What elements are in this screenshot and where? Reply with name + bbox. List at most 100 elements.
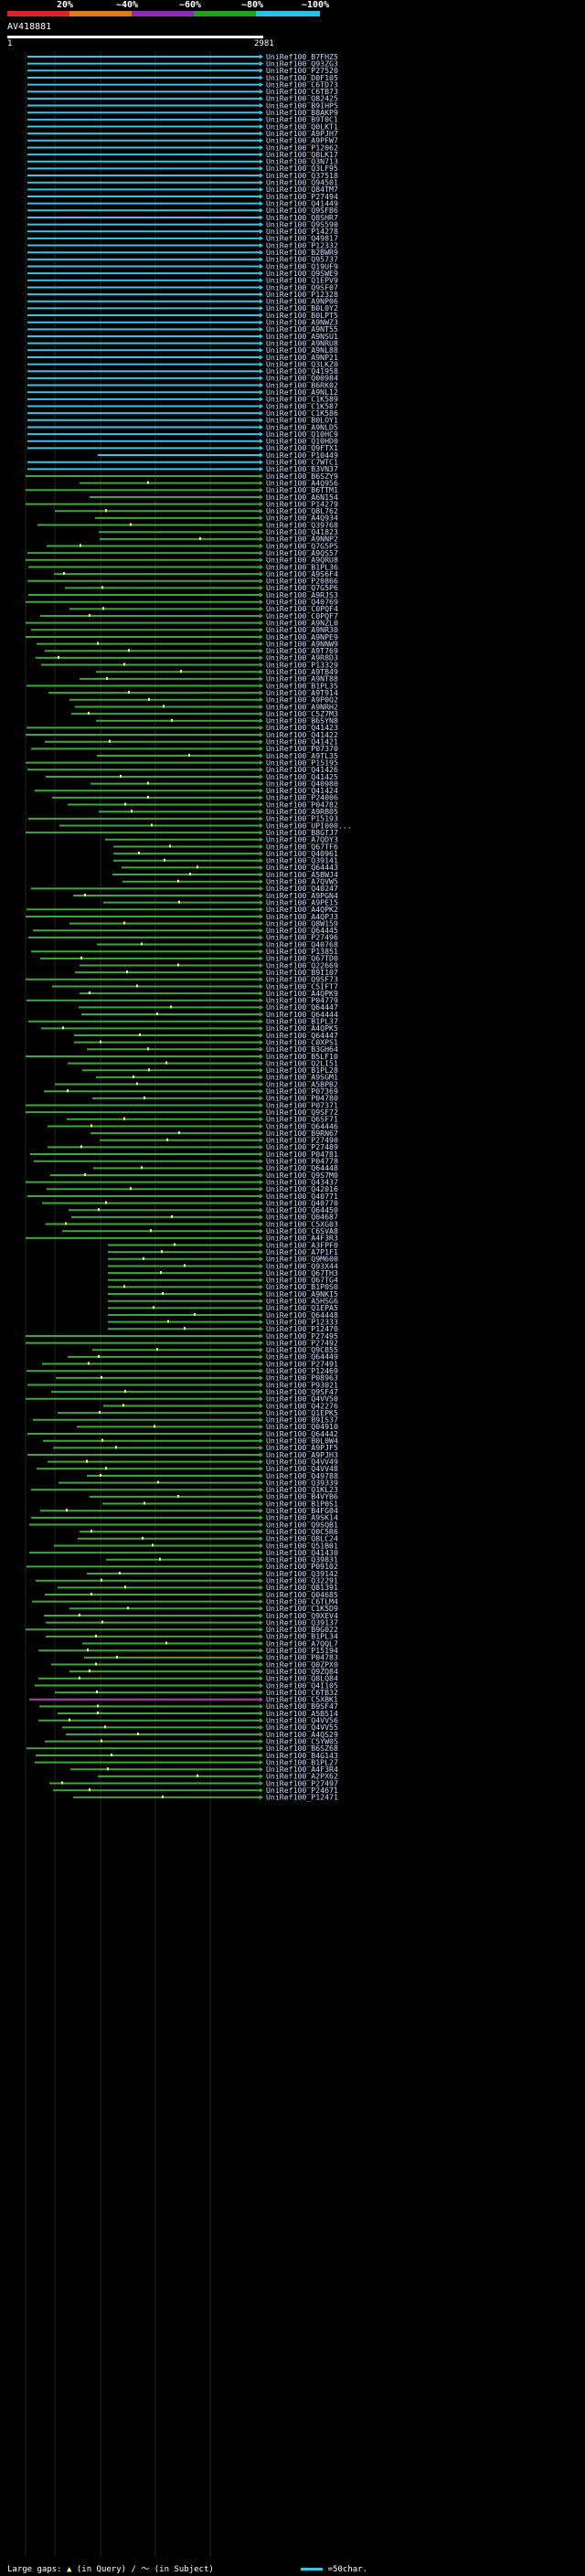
hit-accession-link[interactable]: UniRef100_B1PL28 — [266, 1065, 338, 1075]
hit-accession-link[interactable]: UniRef100_A4Q956 — [266, 478, 338, 487]
hit-accession-link[interactable]: UniRef100_P12471 — [266, 1793, 338, 1802]
hit-accession-link[interactable]: UniRef100_Q4VV55 — [266, 1723, 338, 1732]
hit-accession-link[interactable]: UniRef100_B3VN37 — [266, 464, 338, 473]
hit-accession-link[interactable]: UniRef100_Q42016 — [266, 1184, 338, 1193]
hit-accession-link[interactable]: UniRef100_A7QDY3 — [266, 835, 338, 844]
hit-accession-link[interactable]: UniRef100_Q9S590 — [266, 219, 338, 228]
hit-accession-link[interactable]: UniRef100_C5XG03 — [266, 1219, 338, 1228]
hit-accession-link[interactable]: UniRef100_P10449 — [266, 451, 338, 460]
hit-accession-link[interactable]: UniRef100_P27494 — [266, 192, 338, 201]
hit-accession-link[interactable]: UniRef100_A9S6F4 — [266, 569, 338, 578]
hit-accession-link[interactable]: UniRef100_B1P0S1 — [266, 1499, 338, 1508]
hit-accession-link[interactable]: UniRef100_B1PL34 — [266, 1632, 338, 1641]
hit-accession-link[interactable]: UniRef100_Q4VV48 — [266, 1464, 338, 1473]
hit-accession-link[interactable]: UniRef100_D0F105 — [266, 73, 338, 82]
hit-accession-link[interactable]: UniRef100_Q67TH3 — [266, 1268, 338, 1277]
hit-accession-link[interactable]: UniRef100_P27492 — [266, 1338, 338, 1347]
hit-accession-link[interactable]: UniRef100_C0XPS1 — [266, 1037, 338, 1046]
hit-accession-link[interactable]: UniRef100_Q39339 — [266, 1478, 338, 1487]
hit-accession-link[interactable]: UniRef100_C6SVA8 — [266, 1226, 338, 1235]
hit-accession-link[interactable]: UniRef100_B6RK02 — [266, 380, 338, 389]
hit-accession-link[interactable]: UniRef100_A9RJS3 — [266, 590, 338, 599]
hit-accession-link[interactable]: UniRef100_A9T769 — [266, 646, 338, 655]
hit-accession-link[interactable]: UniRef100_A9T914 — [266, 688, 338, 697]
hit-accession-link[interactable]: UniRef100_P14278 — [266, 227, 338, 236]
hit-accession-link[interactable]: UniRef100_A9NNP2 — [266, 535, 338, 544]
hit-accession-link[interactable]: UniRef100_Q8LQ84 — [266, 1674, 338, 1683]
hit-accession-link[interactable]: UniRef100_Q41424 — [266, 786, 338, 795]
hit-accession-link[interactable]: UniRef100_Q64448 — [266, 1163, 338, 1172]
hit-accession-link[interactable]: UniRef100_P27496 — [266, 933, 338, 942]
hit-accession-link[interactable]: UniRef100_P12328 — [266, 290, 338, 299]
hit-accession-link[interactable]: UniRef100_Q1EPV9 — [266, 276, 338, 285]
hit-accession-link[interactable]: UniRef100_Q41958 — [266, 366, 338, 376]
hit-accession-link[interactable]: UniRef100_Q9SWE9 — [266, 269, 338, 278]
hit-accession-link[interactable]: UniRef100_Q94501 — [266, 178, 338, 187]
hit-accession-link[interactable]: UniRef100_B1P0S0 — [266, 1282, 338, 1291]
hit-accession-link[interactable]: UniRef100_Q64447 — [266, 1031, 338, 1040]
hit-accession-link[interactable]: UniRef100_Q0C5R6 — [266, 1527, 338, 1536]
hit-accession-link[interactable]: UniRef100_P12062 — [266, 143, 338, 152]
hit-accession-link[interactable]: UniRef100_Q40771 — [266, 1192, 338, 1201]
hit-accession-link[interactable]: UniRef100_Q41449 — [266, 198, 338, 207]
hit-accession-link[interactable]: UniRef100_P04779 — [266, 996, 338, 1005]
hit-accession-link[interactable]: UniRef100_A7QVW5 — [266, 877, 338, 886]
hit-accession-link[interactable]: UniRef100_B0LPT5 — [266, 311, 338, 320]
hit-accession-link[interactable]: UniRef100_B4VYB6 — [266, 1492, 338, 1501]
hit-accession-link[interactable]: UniRef100_A9NLD5 — [266, 422, 338, 431]
hit-accession-link[interactable]: UniRef100_Q67TF6 — [266, 842, 338, 851]
hit-accession-link[interactable]: UniRef100_A9PGN4 — [266, 891, 338, 900]
hit-accession-link[interactable]: UniRef100_B3GH64 — [266, 1044, 338, 1054]
hit-accession-link[interactable]: UniRef100_A9PJF5 — [266, 1443, 338, 1452]
hit-accession-link[interactable]: UniRef100_A9NZL0 — [266, 618, 338, 627]
hit-accession-link[interactable]: UniRef100_Q9SF47 — [266, 1387, 338, 1396]
hit-accession-link[interactable]: UniRef100_A9PJH3 — [266, 1450, 338, 1459]
hit-accession-link[interactable]: UniRef100_B8AKP9 — [266, 108, 338, 117]
hit-accession-link[interactable]: UniRef100_A4F3R4 — [266, 1765, 338, 1774]
hit-accession-link[interactable]: UniRef100_A9NT88 — [266, 674, 338, 684]
hit-accession-link[interactable]: UniRef100_Q0ZPX0 — [266, 1659, 338, 1669]
hit-accession-link[interactable]: UniRef100_A9NNW9 — [266, 639, 338, 648]
hit-accession-link[interactable]: UniRef100_C5YW05 — [266, 1736, 338, 1745]
hit-accession-link[interactable]: UniRef100_Q9M600 — [266, 1255, 338, 1264]
hit-accession-link[interactable]: UniRef100_Q39831 — [266, 1555, 338, 1564]
hit-accession-link[interactable]: UniRef100_C6TB73 — [266, 87, 338, 96]
hit-accession-link[interactable]: UniRef100_C7WTC1 — [266, 458, 338, 467]
hit-accession-link[interactable]: UniRef100_A9SK14 — [266, 1513, 338, 1522]
hit-accession-link[interactable]: UniRef100_Q39142 — [266, 1569, 338, 1578]
hit-accession-link[interactable]: UniRef100_A4QPK2 — [266, 905, 338, 914]
hit-accession-link[interactable]: UniRef100_Q93ZG3 — [266, 58, 338, 68]
hit-accession-link[interactable]: UniRef100_Q64443 — [266, 863, 338, 872]
hit-accession-link[interactable]: UniRef100_A4F3R3 — [266, 1234, 338, 1243]
hit-accession-link[interactable]: UniRef100_Q4VV56 — [266, 1716, 338, 1725]
hit-accession-link[interactable]: UniRef100_Q64447 — [266, 1002, 338, 1012]
hit-accession-link[interactable]: UniRef100_C6TB32 — [266, 1688, 338, 1697]
hit-accession-link[interactable]: UniRef100_C1K589 — [266, 395, 338, 404]
hit-accession-link[interactable]: UniRef100_P12469 — [266, 1366, 338, 1375]
hit-accession-link[interactable]: UniRef100_A9NT55 — [266, 324, 338, 334]
hit-accession-link[interactable]: UniRef100_P24006 — [266, 793, 338, 802]
hit-accession-link[interactable]: UniRef100_P04778 — [266, 1157, 338, 1166]
hit-accession-link[interactable]: UniRef100_P07371 — [266, 1100, 338, 1109]
hit-accession-link[interactable]: UniRef100_Q1EPK5 — [266, 1408, 338, 1417]
hit-accession-link[interactable]: UniRef100_Q42276 — [266, 1401, 338, 1410]
hit-accession-link[interactable]: UniRef100_B6SZ68 — [266, 1744, 338, 1753]
hit-accession-link[interactable]: UniRef100_Q4I105 — [266, 1680, 338, 1690]
hit-accession-link[interactable]: UniRef100_Q40770 — [266, 1198, 338, 1207]
hit-accession-link[interactable]: UniRef100_Q81391 — [266, 1583, 338, 1592]
hit-accession-link[interactable]: UniRef100_Q8LK17 — [266, 150, 338, 159]
hit-accession-link[interactable]: UniRef100_C0PQF4 — [266, 604, 338, 613]
hit-accession-link[interactable]: UniRef100_Q82425 — [266, 94, 338, 103]
hit-accession-link[interactable]: UniRef100_P14279 — [266, 499, 338, 508]
hit-accession-link[interactable]: UniRef100_Q4VV50 — [266, 1394, 338, 1404]
hit-accession-link[interactable]: UniRef100_Q40768 — [266, 939, 338, 949]
hit-accession-link[interactable]: UniRef100_P27497 — [266, 1778, 338, 1787]
hit-accession-link[interactable]: UniRef100_P20866 — [266, 577, 338, 586]
hit-accession-link[interactable]: UniRef100_A9NP21 — [266, 353, 338, 362]
hit-accession-link[interactable]: UniRef100_Q4VV49 — [266, 1457, 338, 1466]
hit-accession-link[interactable]: UniRef100_C6TD73 — [266, 80, 338, 89]
hit-accession-link[interactable]: UniRef100_Q32291 — [266, 1576, 338, 1585]
hit-accession-link[interactable]: UniRef100_P09102 — [266, 1562, 338, 1571]
hit-accession-link[interactable]: UniRef100_Q41422 — [266, 730, 338, 739]
hit-accession-link[interactable]: UniRef100_Q00984 — [266, 374, 338, 383]
